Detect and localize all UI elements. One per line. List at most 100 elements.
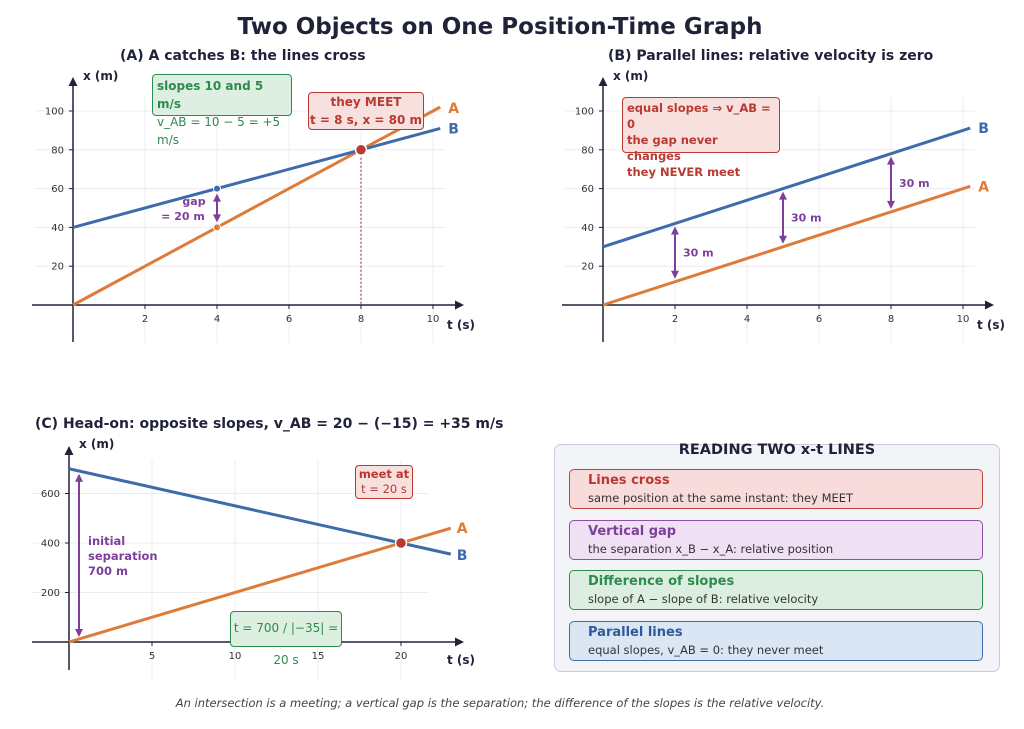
series-a-label: A [457,521,468,537]
caption: An intersection is a meeting; a vertical… [175,696,825,710]
x-tick-label: 2 [672,314,678,325]
meeting-time-formula: t = 700 / |−35| = 20 s [233,621,339,667]
x-tick-label: 20 [395,651,408,662]
x-tick-label: 4 [744,314,750,325]
y-tick-label: 20 [51,262,64,273]
x-tick-label: 15 [312,651,325,662]
y-tick-label: 200 [41,588,60,599]
x-axis-arrow-icon [985,300,994,310]
legend-panel: READING TWO x-t LINES Lines cross same p… [554,442,1000,672]
meet-values: t = 8 s, x = 80 m [309,113,423,127]
series-b-line [72,127,441,229]
never-meet-text: they NEVER meet [627,165,741,179]
gap-arrow-icon-head-up [671,226,679,235]
x-tick-label: 6 [816,314,822,325]
gap-arrow-head-up [213,193,221,202]
series-a-line [68,526,452,644]
meet-title: they MEET [330,95,402,109]
series-b-line [68,467,452,556]
legend-item-title: Lines cross [588,473,670,488]
y-tick-label: 60 [581,184,594,195]
x-tick-label: 4 [214,314,220,325]
legend-item-desc: same position at the same instant: they … [588,491,854,505]
meet-point [394,536,408,550]
gap-value: = 20 m [161,210,205,223]
x-tick-label: 5 [149,651,155,662]
gap-arrow-head-down [213,214,221,223]
series-a-label: A [978,179,989,195]
y-tick-label: 80 [581,145,594,156]
x-axis-label: t (s) [977,318,1005,332]
gap-arrow-icon-head-down [671,270,679,279]
separation-label-1: initial [88,534,125,548]
main-title: Two Objects on One Position-Time Graph [237,14,763,40]
legend-item-title: Vertical gap [588,524,677,539]
relative-velocity-text: v_AB = 10 − 5 = +5 m/s [157,115,281,147]
series-a-line [72,105,441,307]
y-tick-label: 400 [41,539,60,550]
slopes-box: slopes 10 and 5 m/s v_AB = 10 − 5 = +5 m… [152,74,292,147]
x-axis-arrow-icon [455,300,464,310]
gap-point-b [213,184,221,193]
x-tick-label: 10 [427,314,440,325]
y-tick-label: 80 [51,145,64,156]
meet-box: they MEET t = 8 s, x = 80 m [308,92,424,130]
gap-label: 30 m [899,177,930,190]
y-axis-label: x (m) [613,69,648,83]
legend-item-desc: slope of A − slope of B: relative veloci… [588,592,819,606]
panel-a-title: (A) A catches B: the lines cross [120,48,366,64]
legend-item-vertical-gap: Vertical gap the separation x_B − x_A: r… [569,520,983,560]
separation-arrow-head-up [75,473,83,482]
formula-box: t = 700 / |−35| = 20 s [230,611,342,667]
parallel-info-box: equal slopes ⇒ v_AB = 0 the gap never ch… [622,97,780,179]
legend-item-title: Difference of slopes [588,574,735,589]
y-tick-label: 40 [51,223,64,234]
y-axis-label: x (m) [79,437,114,451]
y-tick-label: 40 [581,223,594,234]
gap-arrow-icon-head-down [887,200,895,209]
series-b-label: B [457,548,468,564]
panel-c-title: (C) Head-on: opposite slopes, v_AB = 20 … [35,416,504,432]
meet-time: t = 20 s [361,482,407,496]
y-tick-label: 600 [41,489,60,500]
x-axis-label: t (s) [447,318,475,332]
series-b-line [602,126,971,249]
slopes-text: slopes 10 and 5 m/s [157,79,264,111]
legend-item-lines-cross: Lines cross same position at the same in… [569,469,983,509]
y-tick-label: 60 [51,184,64,195]
y-axis-arrow-icon [64,446,74,455]
legend-item-parallel-lines: Parallel lines equal slopes, v_AB = 0: t… [569,621,983,661]
x-tick-label: 6 [286,314,292,325]
gap-arrow-icon-head-up [887,156,895,165]
separation-label-2: separation [88,549,158,563]
y-axis-label: x (m) [83,69,118,83]
gap-arrow-icon-head-down [779,235,787,244]
panel-c-chart: 5 10 15 20 200 400 600 x (m) t (s) initial sep… [31,437,475,680]
series-a-line [602,184,971,307]
y-tick-label: 20 [581,262,594,273]
x-axis-label: t (s) [447,653,475,667]
y-axis-arrow-icon [598,77,608,86]
equal-slopes-text: equal slopes ⇒ v_AB = 0 [627,101,771,131]
x-tick-label: 2 [142,314,148,325]
gap-never-changes-text: the gap never changes [627,133,718,163]
gap-label: 30 m [791,212,822,225]
legend-item-title: Parallel lines [588,625,683,640]
legend-item-difference-of-slopes: Difference of slopes slope of A − slope … [569,570,983,610]
y-axis-arrow-icon [68,77,78,86]
gap-arrow-icon [213,193,221,223]
meet-box: meet at t = 20 s [355,465,413,499]
x-tick-label: 8 [888,314,894,325]
y-tick-label: 100 [45,107,64,118]
legend-item-desc: the separation x_B − x_A: relative posit… [588,542,834,556]
x-axis-arrow-icon [455,637,464,647]
separation-arrow-head-down [75,629,83,637]
series-b-label: B [448,121,459,137]
gap-label: gap [182,195,205,208]
legend-title: READING TWO x-t LINES [678,442,876,458]
panel-b-title: (B) Parallel lines: relative velocity is… [608,48,934,64]
meet-point [354,143,368,157]
x-tick-label: 8 [358,314,364,325]
gap-label: 30 m [683,247,714,260]
series-b-label: B [978,121,989,137]
